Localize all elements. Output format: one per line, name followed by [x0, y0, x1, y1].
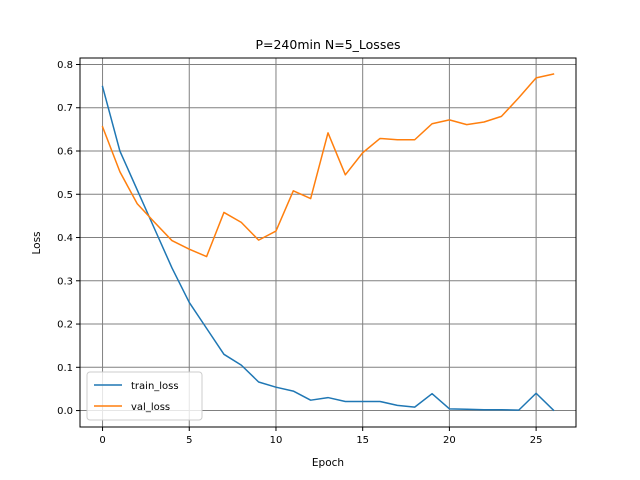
- grid-lines: [80, 58, 576, 427]
- y-tick-label: 0.4: [57, 233, 73, 244]
- y-tick-label: 0.0: [57, 406, 73, 417]
- y-axis-ticks: 0.0 0.1 0.2 0.3 0.4 0.5 0.6 0.7 0.8: [57, 60, 80, 417]
- y-tick-label: 0.6: [57, 147, 73, 158]
- plot-frame: [79, 57, 577, 428]
- x-axis-label: Epoch: [312, 457, 344, 469]
- y-tick-label: 0.8: [57, 60, 73, 71]
- y-tick-label: 0.1: [57, 363, 73, 374]
- x-tick-label: 25: [530, 435, 543, 446]
- x-tick-label: 5: [186, 435, 192, 446]
- series-line-val-loss: [101, 73, 555, 258]
- legend-box: [86, 371, 203, 421]
- y-tick-label: 0.5: [57, 190, 73, 201]
- x-tick-label: 15: [356, 435, 369, 446]
- series-lines: [101, 73, 555, 412]
- y-tick-label: 0.3: [57, 276, 73, 287]
- x-axis-ticks: 0 5 10 15 20 25: [99, 427, 542, 446]
- legend-label-train-loss: train_loss: [131, 381, 179, 392]
- x-tick-label: 20: [443, 435, 456, 446]
- y-tick-label: 0.2: [57, 320, 73, 331]
- series-line-train-loss: [101, 85, 555, 412]
- x-tick-label: 10: [270, 435, 283, 446]
- legend: train_loss val_loss: [86, 371, 203, 421]
- y-tick-label: 0.7: [57, 103, 73, 114]
- legend-label-val-loss: val_loss: [131, 402, 170, 413]
- y-axis-label: Loss: [31, 231, 43, 254]
- chart-title: P=240min N=5_Losses: [255, 37, 400, 52]
- x-tick-label: 0: [99, 435, 105, 446]
